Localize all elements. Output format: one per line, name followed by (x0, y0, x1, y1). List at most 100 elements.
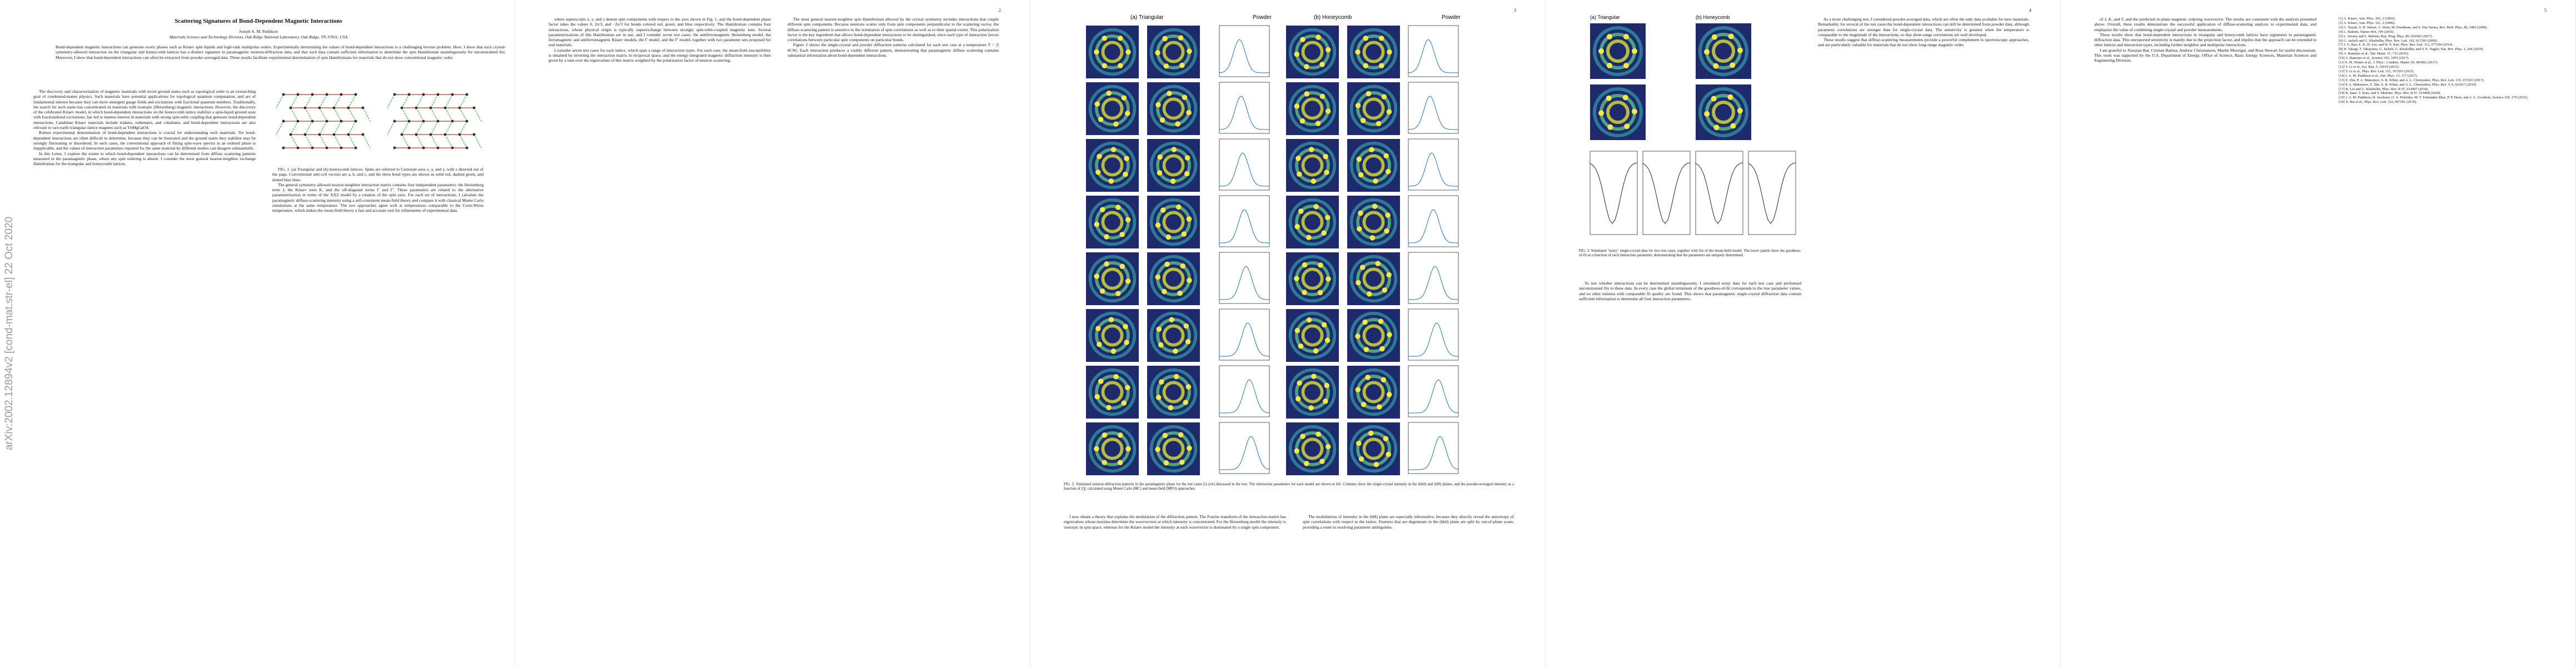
paragraph: [7] J. G. Rau, E. K.-H. Lee, and H.-Y. K… (2339, 43, 2453, 47)
shape (1125, 385, 1130, 390)
paragraph: The general symmetry-allowed nearest-nei… (272, 182, 484, 213)
shape (1219, 308, 1270, 361)
shape (305, 134, 313, 148)
shape (1286, 366, 1339, 419)
shape (348, 134, 356, 148)
shape (1356, 156, 1362, 162)
shape (1712, 39, 1735, 63)
shape (1119, 263, 1125, 270)
shape (1321, 322, 1327, 328)
shape (445, 121, 453, 135)
shape (1349, 425, 1398, 473)
shape (387, 94, 395, 108)
shape (1219, 365, 1270, 417)
shape (1315, 121, 1321, 126)
shape (1147, 309, 1200, 362)
shape (451, 93, 454, 96)
shape (1408, 138, 1459, 191)
shape (1088, 141, 1137, 190)
paragraph: of J, K, and Γ, and the predicted in-pla… (2094, 17, 2316, 32)
shape (1377, 404, 1382, 410)
text-column: As a more challenging test, I considered… (1818, 17, 2029, 634)
shape (1382, 287, 1388, 293)
shape (1123, 171, 1128, 177)
shape (1624, 123, 1630, 130)
shape (451, 146, 454, 150)
shape (1356, 431, 1391, 466)
shape (1363, 36, 1368, 41)
shape (1362, 267, 1385, 290)
shape (1286, 196, 1339, 248)
shape (1156, 205, 1191, 240)
shape (1360, 118, 1366, 123)
shape (1162, 154, 1185, 177)
shape (333, 134, 342, 148)
shape (276, 121, 284, 135)
shape (1179, 459, 1185, 465)
shape (1183, 323, 1189, 329)
shape (1325, 215, 1331, 221)
page-number: 4 (2029, 8, 2031, 13)
shape (407, 146, 411, 150)
paragraph: I now obtain a theory that explains the … (1064, 514, 1286, 530)
shape (444, 106, 447, 109)
shape (1286, 26, 1339, 78)
shape (1642, 162, 1691, 224)
shape (1295, 205, 1330, 240)
shape (1357, 226, 1362, 232)
paragraph: [6] G. Jackeli and G. Khaliullin, Phys. … (2339, 38, 2438, 43)
page: 3 (a) Triangular (b) Honeycomb Powder Powder… (1030, 0, 1546, 667)
shape (1086, 252, 1139, 305)
shape (1098, 379, 1104, 384)
shape (1161, 288, 1167, 295)
paragraph: [17] H. Liu and G. Khaliullin, Phys. Rev… (2339, 87, 2429, 91)
paragraph: Robust experimental determination of bon… (33, 130, 256, 151)
shape (1125, 49, 1131, 55)
shape (474, 134, 482, 148)
shape (1156, 375, 1191, 410)
shape (1386, 451, 1391, 457)
shape (1147, 139, 1200, 192)
shape (305, 121, 313, 135)
shape (474, 107, 482, 122)
shape (1173, 374, 1179, 380)
shape (1695, 151, 1743, 235)
shape (430, 121, 439, 135)
shape (1606, 101, 1630, 124)
shape (1169, 317, 1174, 322)
page-number: 2 (999, 8, 1001, 13)
shape (1097, 341, 1102, 347)
paragraph: [2] A. Kitaev, Ann. Phys. 321, 2 (2006). (2339, 21, 2396, 25)
shape (1125, 278, 1131, 284)
paragraph: [14] J. A. M. Paddison et al., Nat. Phys… (2339, 73, 2418, 78)
shape (305, 107, 313, 122)
shape (1184, 171, 1190, 177)
shape (296, 120, 300, 123)
shape (361, 133, 365, 136)
shape (1607, 34, 1612, 40)
shape (319, 134, 327, 148)
shape (1095, 91, 1130, 126)
paragraph: [9] A. Banerjee et al., Nat. Mater. 15, … (2339, 52, 2409, 56)
shape (387, 121, 395, 135)
shape (1324, 337, 1331, 343)
shape (1170, 178, 1176, 184)
text-column: [1] A. Kitaev, Ann. Phys. 303, 2 (2003).… (2333, 17, 2544, 634)
shape (1219, 96, 1270, 130)
shape (1294, 103, 1300, 109)
shape (1100, 207, 1105, 212)
shape (1149, 311, 1198, 360)
shape (1186, 109, 1192, 116)
shape (1304, 64, 1309, 69)
shape (1363, 63, 1368, 68)
shape (1606, 95, 1612, 101)
shape (1156, 91, 1191, 126)
shape (429, 106, 432, 109)
shape (333, 121, 342, 135)
figure-label: Powder (1442, 14, 1461, 21)
shape (1408, 25, 1459, 77)
shape (1304, 91, 1310, 97)
shape (1088, 368, 1137, 416)
shape (340, 120, 343, 123)
shape (1324, 382, 1330, 389)
